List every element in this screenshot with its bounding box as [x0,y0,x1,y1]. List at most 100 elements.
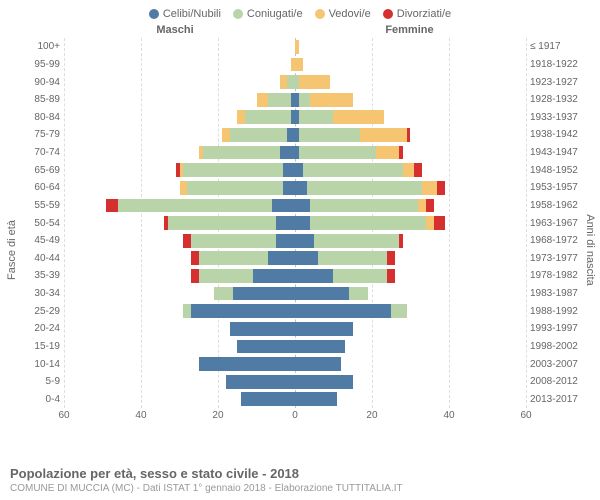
bar-segment [391,304,406,318]
female-bar [295,73,526,91]
male-bar [64,355,295,373]
age-band-label: 30-34 [20,285,60,303]
birth-year-label: ≤ 1917 [530,38,590,56]
male-bar [64,73,295,91]
birth-year-label: 1998-2002 [530,338,590,356]
male-bar [64,267,295,285]
female-bar [295,56,526,74]
female-bar [295,391,526,409]
bar-segment [183,304,191,318]
age-band-label: 5-9 [20,373,60,391]
bar-segment [434,216,446,230]
chart-title: Popolazione per età, sesso e stato civil… [10,466,590,481]
bar-segment [333,110,383,124]
age-band-label: 60-64 [20,179,60,197]
male-title: Maschi [156,24,193,36]
bar-segment [106,199,118,213]
bar-segment [299,75,330,89]
bar-segment [299,110,334,124]
male-bar [64,126,295,144]
bar-segment [191,304,295,318]
birth-year-label: 1933-1937 [530,109,590,127]
male-bar [64,391,295,409]
age-band-label: 65-69 [20,161,60,179]
y-axis-label-left: Fasce di età [6,220,18,280]
bar-segment [287,75,295,89]
bar-segment [307,181,423,195]
bar-segment [191,251,199,265]
gridline [526,38,527,408]
bar-segment [183,163,283,177]
bar-segment [287,128,295,142]
birth-year-label: 2013-2017 [530,391,590,409]
bar-segment [180,181,188,195]
female-bar [295,355,526,373]
birth-year-label: 2003-2007 [530,355,590,373]
pyramid-row [64,144,526,162]
age-band-label: 90-94 [20,73,60,91]
age-band-label: 25-29 [20,302,60,320]
x-tick: 60 [520,410,531,421]
birth-year-label: 1948-1952 [530,161,590,179]
birth-year-label: 1978-1982 [530,267,590,285]
bar-segment [199,251,268,265]
population-pyramid-chart: Maschi Femmine 100+95-9990-9485-8980-847… [64,24,526,430]
bar-segment [191,269,199,283]
age-band-label: 55-59 [20,197,60,215]
bar-segment [318,251,387,265]
birth-year-label: 1983-1987 [530,285,590,303]
legend-label: Celibi/Nubili [163,8,221,20]
age-band-label: 70-74 [20,144,60,162]
bar-segment [272,199,295,213]
bar-segment [399,146,403,160]
bar-segment [295,375,353,389]
female-bar [295,232,526,250]
male-bar [64,232,295,250]
bar-segment [241,392,295,406]
female-bar [295,373,526,391]
bar-segment [280,75,288,89]
bar-segment [276,216,295,230]
female-bar [295,338,526,356]
male-bar [64,338,295,356]
male-bar [64,302,295,320]
female-bar [295,109,526,127]
bar-segment [295,251,318,265]
pyramid-row [64,320,526,338]
bar-segment [295,199,310,213]
male-bar [64,38,295,56]
bar-segment [399,234,403,248]
bar-segment [118,199,272,213]
bar-segment [237,110,245,124]
female-bar [295,91,526,109]
legend-swatch [315,9,325,19]
birth-year-label: 2008-2012 [530,373,590,391]
male-bar [64,56,295,74]
pyramid-row [64,214,526,232]
birth-year-label: 1943-1947 [530,144,590,162]
legend-label: Divorziati/e [397,8,451,20]
bar-segment [403,163,415,177]
bar-segment [407,128,411,142]
pyramid-row [64,267,526,285]
bar-segment [376,146,399,160]
legend-label: Coniugati/e [247,8,303,20]
legend-item: Divorziati/e [383,8,451,20]
birthyear-axis: ≤ 19171918-19221923-19271928-19321933-19… [530,38,590,408]
bar-segment [257,93,269,107]
birth-year-label: 1953-1957 [530,179,590,197]
age-band-label: 100+ [20,38,60,56]
bar-segment [187,181,283,195]
age-band-label: 20-24 [20,320,60,338]
female-bar [295,285,526,303]
female-bar [295,144,526,162]
bar-segment [422,181,437,195]
bar-segment [230,128,288,142]
bar-segment [310,216,426,230]
bar-segment [191,234,276,248]
age-band-label: 80-84 [20,109,60,127]
bar-segment [203,146,280,160]
bar-segment [299,128,361,142]
legend-item: Coniugati/e [233,8,303,20]
y-axis-label-right: Anni di nascita [584,214,596,286]
